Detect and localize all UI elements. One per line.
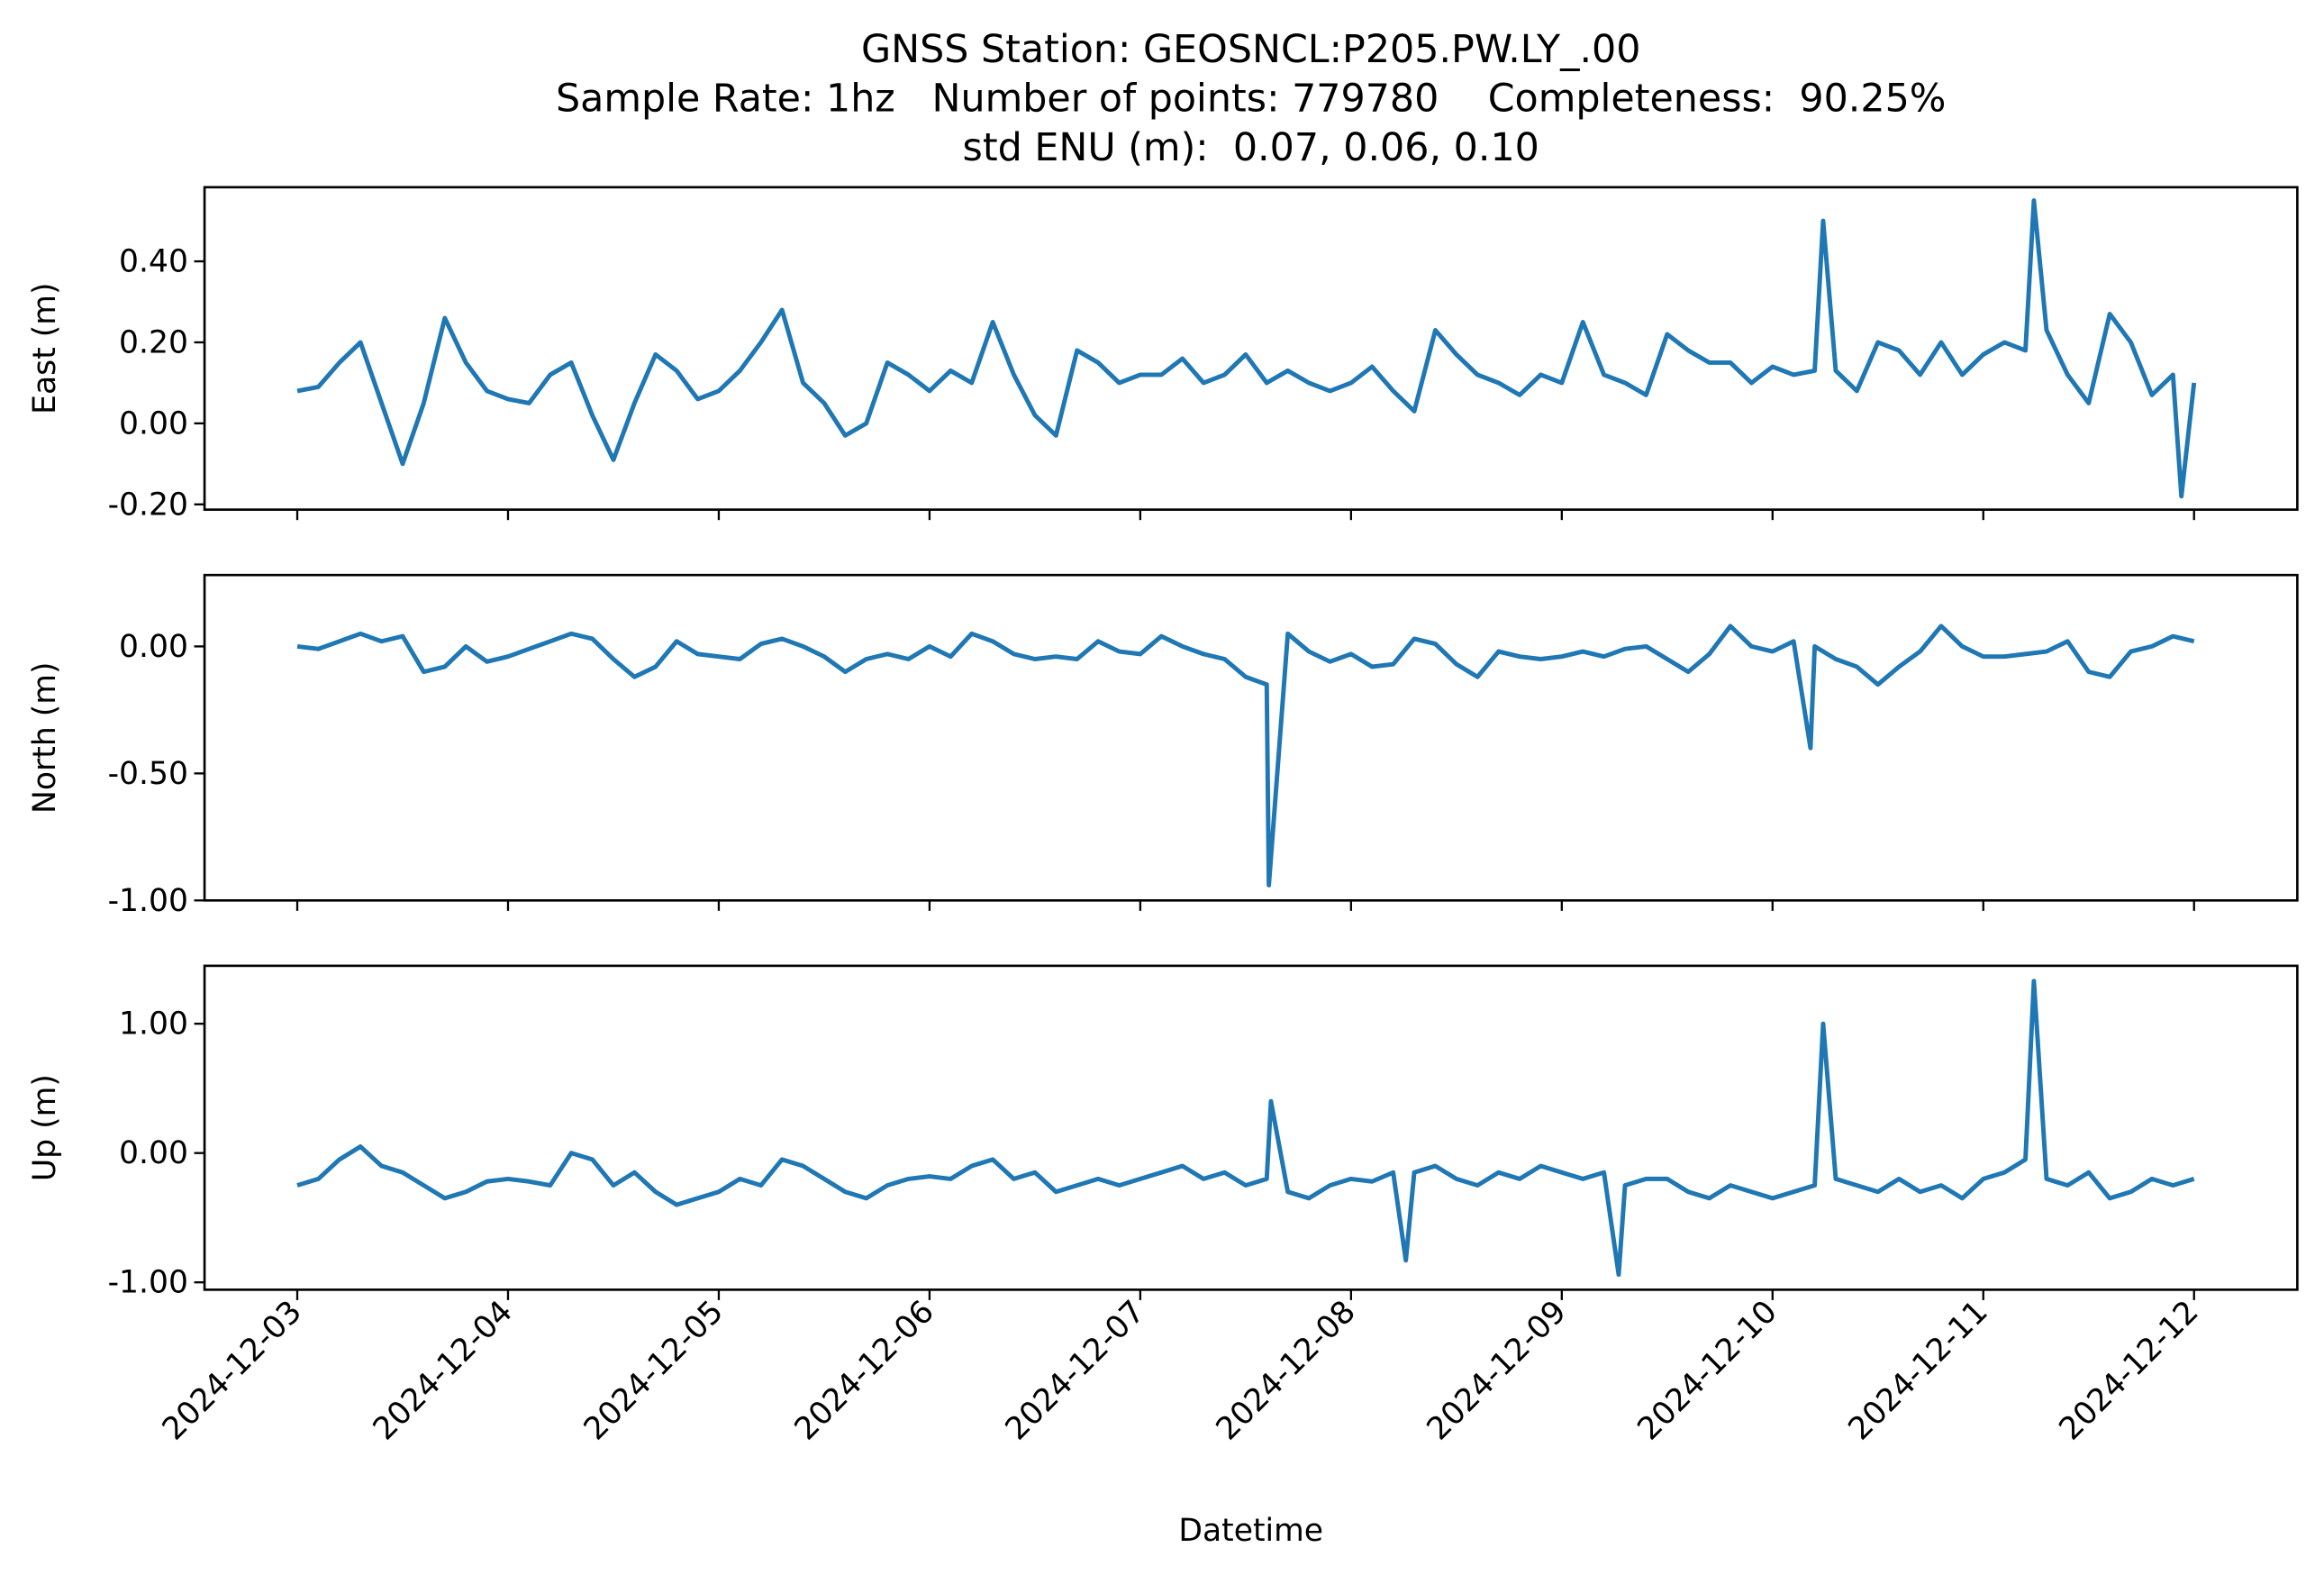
axes-frame	[203, 964, 2299, 1291]
data-line	[296, 979, 2195, 1278]
y-axis-label: East (m)	[27, 282, 63, 414]
axes-frame	[203, 573, 2299, 902]
axes-frame	[203, 186, 2299, 511]
chart-title: Sample Rate: 1hz Number of points: 77978…	[556, 77, 1946, 122]
chart-title: GNSS Station: GEOSNCL:P205.PW.LY_.00	[861, 27, 1641, 72]
y-tick-label: -1.00	[108, 1265, 188, 1301]
y-axis-label: Up (m)	[27, 1074, 63, 1181]
data-line	[296, 198, 2197, 499]
y-tick-label: -0.50	[108, 756, 188, 792]
y-tick-label: 0.40	[119, 244, 188, 280]
y-axis-label: North (m)	[27, 661, 63, 814]
y-tick-label: 1.00	[119, 1006, 188, 1042]
y-tick-label: 0.00	[119, 629, 188, 665]
chart-title: std ENU (m): 0.07, 0.06, 0.10	[963, 125, 1539, 170]
y-tick-label: 0.00	[119, 1135, 188, 1171]
data-line	[296, 624, 2195, 888]
y-tick-label: -0.20	[108, 487, 188, 523]
x-axis-label: Datetime	[1178, 1513, 1323, 1549]
y-tick-label: 0.00	[119, 405, 188, 442]
y-tick-label: -1.00	[108, 883, 188, 919]
y-tick-label: 0.20	[119, 324, 188, 360]
